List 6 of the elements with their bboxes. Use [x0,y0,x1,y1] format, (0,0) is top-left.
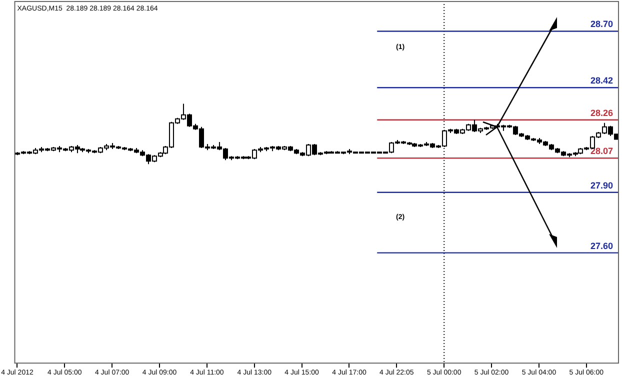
ref-line-label: 27.90 [590,180,613,190]
ref-line-label: 28.07 [590,146,613,156]
ref-line-label: 28.42 [590,76,613,86]
ref-line-label: 28.70 [590,19,613,30]
ref-line-label: 27.60 [590,240,613,251]
ref-line-label: 28.26 [590,108,613,118]
